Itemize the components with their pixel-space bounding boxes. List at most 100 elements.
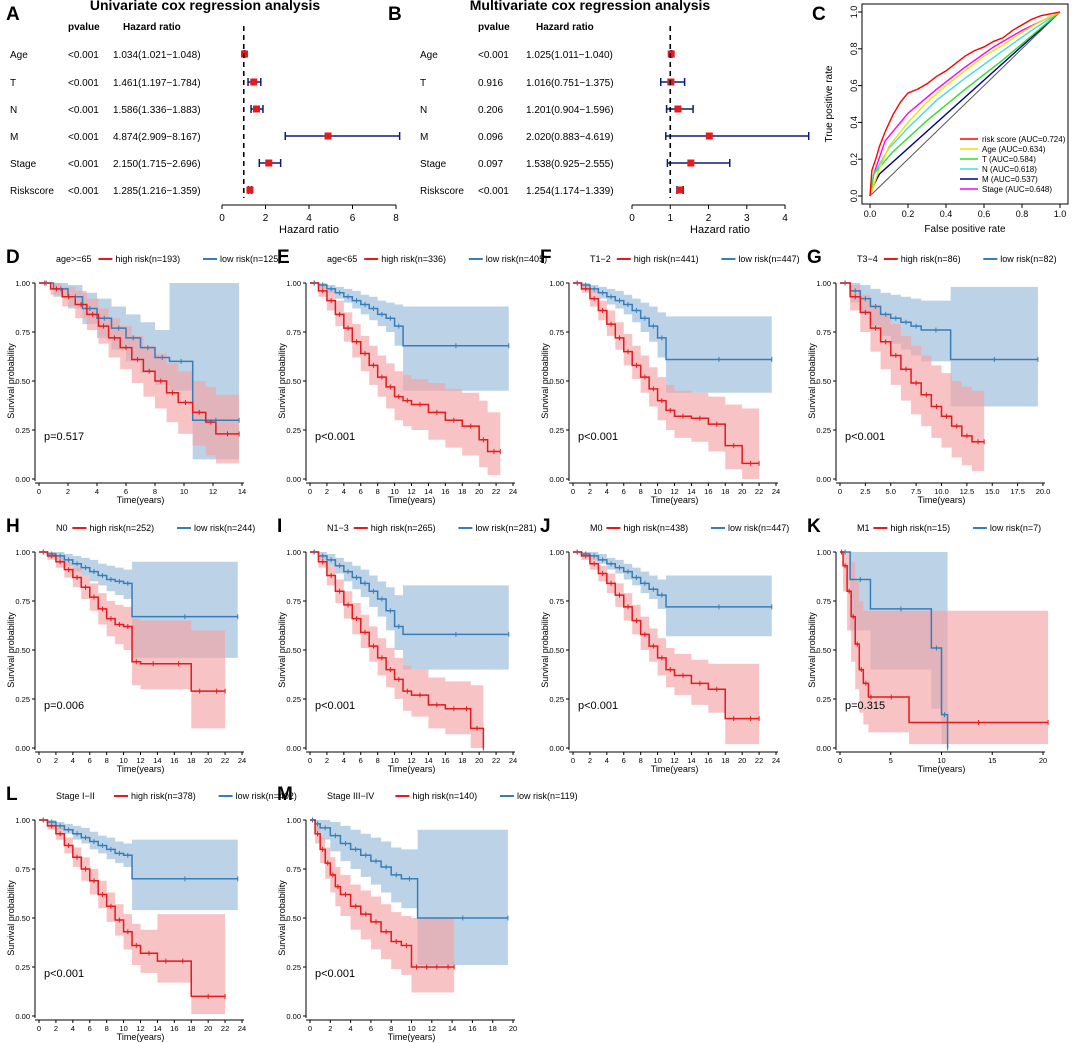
y-tick-label: 0.75 — [286, 328, 301, 337]
row-name: Riskscore — [10, 186, 54, 197]
x-tick-label: 10 — [653, 487, 661, 496]
low-risk-ci-band — [39, 820, 238, 911]
y-axis-label: Survival probability — [277, 612, 287, 688]
x-tick-label: 8 — [389, 1024, 393, 1033]
col-header-hazard-ratio: Hazard ratio — [536, 22, 594, 33]
x-tick-label: 6 — [359, 487, 363, 496]
high-risk-survival-curve — [573, 551, 760, 720]
x-tick-label: 2 — [706, 213, 712, 224]
row-name: M — [420, 132, 428, 143]
x-tick-label: 5.0 — [886, 487, 896, 496]
y-tick-label: 0.75 — [15, 328, 30, 337]
legend-label-high: high risk(n=193) — [115, 254, 180, 264]
y-tick-label: 0.00 — [549, 744, 564, 753]
high-risk-survival-curve — [840, 551, 1049, 724]
x-axis-label: Time(years) — [651, 495, 699, 505]
low-risk-survival-curve — [310, 819, 508, 919]
row-hazard-ratio: 2.150(1.715−2.696) — [113, 159, 201, 170]
x-tick-label: 0 — [37, 756, 41, 765]
row-name: N — [420, 105, 427, 116]
x-tick-label: 10 — [119, 756, 127, 765]
panel-i-km-curve: I N1−3 high risk(n=265) low risk(n=281) 0.00… — [277, 516, 537, 774]
x-axis-label: Time(years) — [388, 764, 436, 774]
x-tick-label: 12.5 — [960, 487, 975, 496]
x-tick-label: 18 — [721, 756, 729, 765]
x-tick-label: 16 — [704, 756, 712, 765]
hazard-point — [324, 132, 332, 140]
row-pvalue: <0.001 — [68, 132, 99, 143]
x-tick-label: 10 — [653, 756, 661, 765]
x-axis-label: False positive rate — [924, 224, 1006, 235]
x-tick-label: 8 — [376, 487, 380, 496]
row-hazard-ratio: 1.254(1.174−1.339) — [526, 186, 614, 197]
y-tick-label: 0.75 — [816, 328, 831, 337]
x-tick-label: 22 — [221, 756, 229, 765]
row-hazard-ratio: 1.586(1.336−1.883) — [113, 105, 201, 116]
x-tick-label: 6 — [88, 1024, 92, 1033]
hazard-point — [246, 186, 254, 194]
x-tick-label: 4 — [71, 1024, 75, 1033]
x-tick-label: 18 — [721, 487, 729, 496]
y-axis-label: Survival probability — [277, 343, 287, 419]
x-tick-label: 14 — [424, 487, 432, 496]
y-axis-label: Survival probability — [540, 343, 550, 419]
row-pvalue: 0.916 — [478, 78, 503, 89]
x-tick-label: 4 — [306, 213, 312, 224]
x-tick-label: 14 — [424, 756, 432, 765]
legend-title: age<65 — [327, 254, 357, 264]
x-tick-label: 16 — [468, 1024, 476, 1033]
legend-label: M (AUC=0.537) — [982, 175, 1038, 184]
y-axis-label: Survival probability — [277, 880, 287, 956]
x-tick-label: 0 — [37, 1024, 41, 1033]
x-tick-label: 8 — [639, 756, 643, 765]
x-tick-label: 7.5 — [911, 487, 921, 496]
row-name: Riskscore — [420, 186, 464, 197]
y-axis-label: Survival probability — [540, 612, 550, 688]
p-value-label: p=0.517 — [44, 431, 84, 443]
y-tick-label: 0.75 — [15, 865, 30, 874]
x-tick-label: 2 — [325, 487, 329, 496]
y-tick-label: 0.50 — [549, 377, 564, 386]
panel-letter: B — [388, 4, 402, 25]
hazard-point — [250, 78, 258, 86]
y-axis-label: True positive rate — [824, 65, 835, 142]
y-axis-label: Survival probability — [6, 880, 16, 956]
x-tick-label: 8 — [639, 487, 643, 496]
x-tick-label: 2 — [325, 756, 329, 765]
x-tick-label: 22 — [755, 756, 763, 765]
x-tick-label: 12 — [428, 1024, 436, 1033]
panel-letter: M — [277, 784, 293, 805]
y-tick-label: 1.00 — [15, 816, 30, 825]
x-tick-label: 4 — [349, 1024, 353, 1033]
x-tick-label: 22 — [492, 487, 500, 496]
y-tick-label: 0.25 — [15, 426, 30, 435]
x-tick-label: 8 — [105, 756, 109, 765]
row-name: Age — [10, 50, 28, 61]
hazard-point — [687, 159, 695, 167]
low-risk-survival-curve — [310, 551, 509, 636]
x-tick-label: 12 — [136, 1024, 144, 1033]
row-pvalue: 0.206 — [478, 105, 503, 116]
x-tick-label: 4 — [605, 487, 609, 496]
p-value-label: p<0.001 — [578, 700, 618, 712]
x-tick-label: 2 — [588, 487, 592, 496]
low-risk-survival-curve — [840, 551, 949, 748]
legend-label-high: high risk(n=86) — [901, 254, 961, 264]
row-pvalue: <0.001 — [68, 105, 99, 116]
p-value-label: p<0.001 — [44, 968, 84, 980]
y-tick-label: 0.0 — [849, 190, 859, 203]
y-tick-label: 0.75 — [549, 328, 564, 337]
row-hazard-ratio: 4.874(2.909−8.167) — [113, 132, 201, 143]
y-tick-label: 0.50 — [15, 646, 30, 655]
x-tick-label: 10 — [180, 487, 188, 496]
y-tick-label: 0.50 — [286, 377, 301, 386]
x-tick-label: 2 — [328, 1024, 332, 1033]
y-tick-label: 0.50 — [15, 377, 30, 386]
forest-title: Univariate cox regression analysis — [90, 0, 321, 13]
legend-label: N (AUC=0.618) — [982, 165, 1037, 174]
y-tick-label: 0.00 — [816, 475, 831, 484]
row-hazard-ratio: 1.034(1.021−1.048) — [113, 50, 201, 61]
x-tick-label: 22 — [221, 1024, 229, 1033]
x-tick-label: 10 — [119, 1024, 127, 1033]
